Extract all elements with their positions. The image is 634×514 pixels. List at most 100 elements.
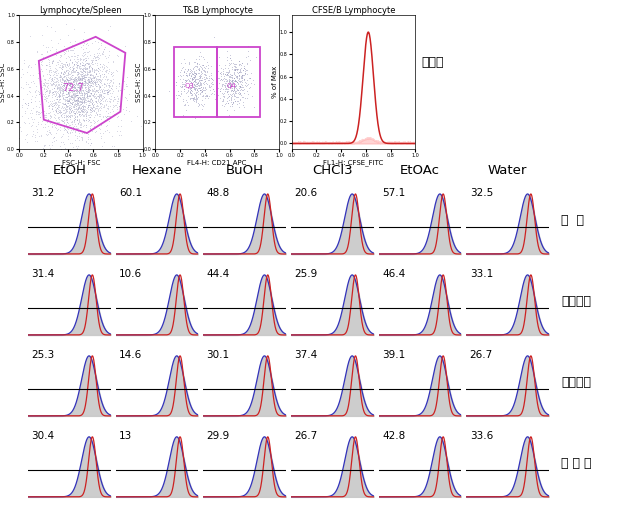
Point — [50, 122, 60, 131]
Point — [76, 55, 86, 63]
Point — [93, 45, 103, 53]
Point — [185, 67, 195, 76]
Point — [55, 70, 65, 79]
Point — [58, 84, 68, 93]
Point — [29, 60, 39, 68]
Point — [237, 71, 247, 79]
Point — [39, 141, 49, 150]
Point — [196, 100, 206, 108]
Point — [102, 90, 112, 98]
Point — [185, 84, 195, 93]
Point — [88, 79, 98, 87]
Point — [60, 79, 70, 87]
Point — [112, 99, 122, 107]
Point — [87, 99, 97, 107]
Point — [58, 79, 68, 87]
Point — [31, 101, 41, 109]
Point — [58, 95, 68, 103]
Point — [89, 68, 99, 76]
Point — [236, 77, 246, 85]
Point — [78, 65, 88, 73]
Point — [122, 74, 132, 82]
Point — [91, 123, 101, 131]
Point — [91, 52, 101, 61]
Point — [0, 111, 10, 119]
Point — [74, 87, 84, 96]
Point — [87, 60, 98, 68]
Point — [81, 56, 91, 64]
Point — [69, 102, 79, 111]
Point — [77, 86, 87, 94]
Point — [37, 58, 47, 66]
Point — [91, 74, 101, 82]
Point — [83, 88, 93, 97]
Point — [102, 76, 112, 84]
Point — [97, 62, 107, 70]
Point — [34, 97, 44, 105]
Point — [69, 61, 79, 69]
Point — [219, 77, 229, 85]
Point — [86, 139, 96, 148]
Point — [55, 84, 65, 93]
Point — [36, 163, 46, 171]
Point — [177, 83, 187, 91]
Point — [176, 83, 186, 91]
Point — [215, 94, 225, 102]
Point — [100, 81, 110, 89]
Point — [189, 74, 199, 82]
Point — [21, 80, 31, 88]
Point — [61, 86, 71, 95]
Point — [183, 65, 193, 74]
Point — [77, 95, 87, 103]
Point — [27, 77, 37, 85]
Point — [68, 89, 78, 98]
Point — [1, 142, 11, 150]
Point — [57, 63, 67, 71]
Point — [231, 72, 241, 81]
Point — [69, 116, 79, 124]
Point — [46, 80, 56, 88]
Point — [186, 78, 197, 86]
Point — [74, 76, 84, 84]
Point — [49, 121, 59, 129]
Point — [100, 89, 110, 97]
Point — [93, 111, 103, 119]
Point — [114, 131, 124, 139]
Point — [65, 45, 75, 53]
Point — [72, 106, 82, 115]
Point — [73, 99, 83, 107]
Point — [93, 88, 103, 96]
Point — [81, 65, 91, 74]
Point — [67, 80, 77, 88]
Point — [17, 167, 27, 175]
Point — [70, 92, 81, 100]
Point — [56, 133, 66, 141]
Point — [96, 120, 106, 128]
Point — [51, 51, 61, 59]
Point — [79, 50, 89, 58]
Point — [219, 74, 229, 82]
Point — [224, 111, 235, 119]
Point — [69, 109, 79, 117]
Point — [197, 105, 207, 114]
Point — [89, 122, 99, 131]
Point — [45, 119, 55, 127]
Point — [80, 68, 90, 76]
Point — [93, 53, 103, 61]
Point — [68, 103, 79, 111]
Point — [242, 66, 252, 75]
Point — [233, 64, 243, 72]
Point — [82, 94, 92, 102]
Point — [55, 76, 65, 84]
Point — [95, 51, 105, 60]
Point — [193, 56, 204, 64]
Point — [65, 107, 75, 115]
Point — [188, 95, 198, 103]
Point — [101, 67, 112, 76]
Point — [64, 88, 74, 97]
Point — [232, 97, 242, 105]
Point — [228, 62, 238, 70]
Point — [74, 87, 84, 95]
Point — [47, 89, 57, 98]
Point — [222, 70, 232, 79]
